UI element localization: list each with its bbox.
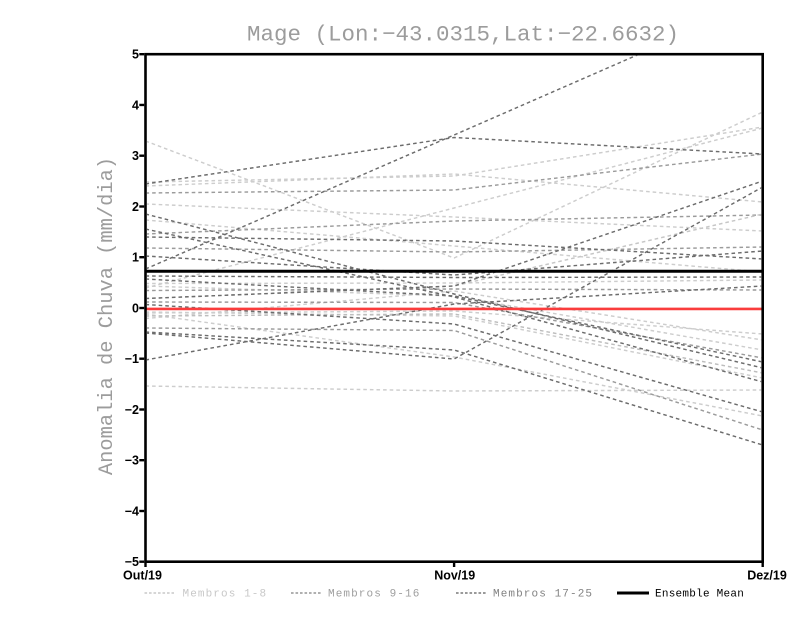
svg-text:Membros 9-16: Membros 9-16 [328, 589, 420, 601]
svg-text:2: 2 [132, 200, 139, 214]
svg-text:Mage (Lon:−43.0315,Lat:−22.663: Mage (Lon:−43.0315,Lat:−22.6632) [247, 22, 679, 48]
svg-text:Dez/19: Dez/19 [747, 569, 787, 583]
svg-text:−2: −2 [125, 403, 139, 417]
svg-text:Nov/19: Nov/19 [434, 569, 475, 583]
svg-text:Ensemble Mean: Ensemble Mean [655, 589, 744, 601]
svg-text:−1: −1 [125, 352, 139, 366]
svg-text:Anomalia de Chuva (mm/dia): Anomalia de Chuva (mm/dia) [96, 157, 119, 475]
svg-text:Out/19: Out/19 [123, 569, 162, 583]
svg-text:0: 0 [132, 302, 139, 316]
svg-text:1: 1 [132, 251, 139, 265]
svg-text:Membros 1-8: Membros 1-8 [183, 589, 268, 601]
svg-text:3: 3 [132, 149, 139, 163]
svg-text:−4: −4 [125, 505, 139, 519]
svg-text:−5: −5 [125, 555, 139, 569]
svg-text:4: 4 [132, 98, 139, 112]
svg-text:5: 5 [132, 48, 139, 62]
svg-text:Membros 17-25: Membros 17-25 [493, 589, 593, 601]
svg-text:−3: −3 [125, 454, 139, 468]
